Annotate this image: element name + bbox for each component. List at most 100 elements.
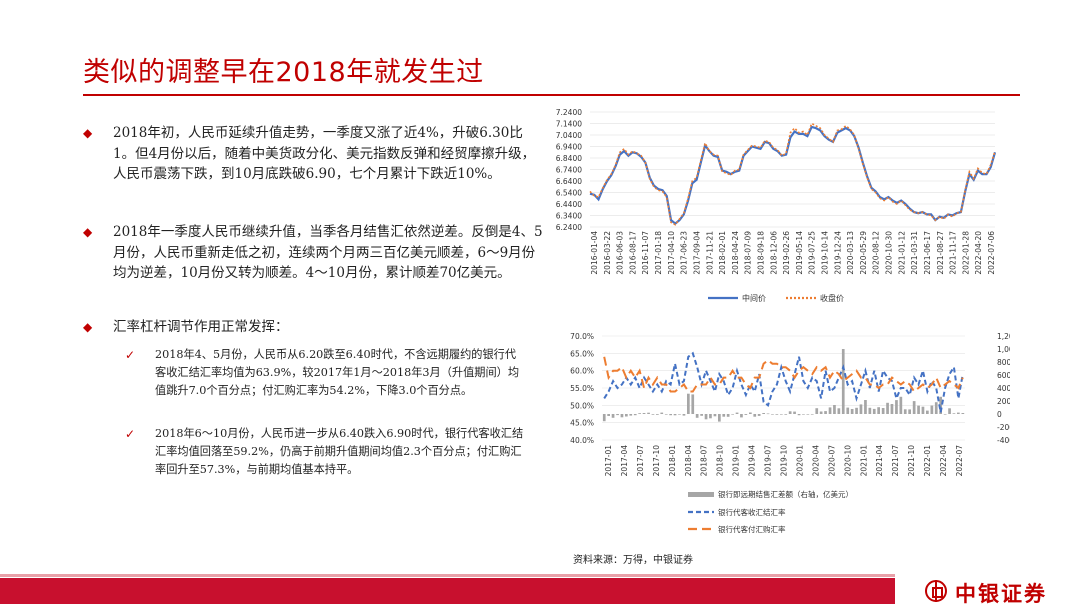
y-tick-label: 7.2400 — [556, 108, 582, 117]
x-tick-label: 2016-06-03 — [616, 231, 625, 275]
bar — [726, 414, 730, 417]
bar — [740, 414, 743, 418]
bar — [806, 414, 810, 415]
bar — [797, 414, 801, 416]
x-tick-label: 2020-08-12 — [872, 231, 881, 275]
x-tick-label: 2017-10 — [652, 445, 661, 477]
y-tick-label: 6.7400 — [556, 166, 582, 175]
bar — [793, 411, 796, 414]
bar — [921, 406, 925, 414]
y-tick-label-right: 600 — [997, 371, 1010, 380]
y-tick-label-left: 55.0% — [570, 384, 594, 393]
x-tick-label: 2016-03-22 — [603, 231, 612, 275]
bar — [673, 414, 677, 416]
bar — [855, 407, 858, 414]
x-tick-label: 2018-04-24 — [731, 231, 740, 275]
bar — [691, 394, 695, 414]
series-line — [589, 125, 997, 226]
bar — [824, 411, 827, 414]
bar — [735, 412, 739, 414]
bar — [633, 414, 637, 416]
bar — [908, 409, 911, 414]
legend-label: 收盘价 — [820, 293, 844, 303]
y-tick-label-right: 800 — [997, 358, 1010, 367]
y-tick-label: 6.8400 — [556, 154, 582, 163]
bar — [846, 407, 850, 414]
bar — [607, 414, 610, 416]
bar — [833, 405, 836, 414]
x-tick-label: 2020-05-29 — [859, 231, 868, 275]
x-tick-label: 2018-09-18 — [756, 231, 765, 275]
bar — [837, 408, 841, 414]
x-tick-label: 2021-06-17 — [923, 231, 932, 275]
bullet-text: 汇率杠杆调节作用正常发挥： — [113, 319, 289, 335]
x-tick-label: 2016-08-17 — [628, 231, 637, 275]
x-tick-label: 2019-10-14 — [821, 231, 830, 275]
y-tick-label-left: 65.0% — [570, 349, 594, 358]
legend-label: 银行代客付汇购汇率 — [718, 524, 786, 534]
bar — [704, 414, 708, 420]
bar — [895, 400, 898, 414]
bar — [828, 407, 832, 414]
footer-stripe — [0, 574, 895, 577]
y-tick-label-right: 1,200 — [997, 332, 1010, 341]
y-tick-label-right: 0 — [997, 410, 1002, 419]
y-tick-label-left: 70.0% — [570, 332, 594, 341]
x-tick-label: 2017-09-04 — [692, 231, 701, 275]
bar — [647, 412, 650, 414]
bar — [722, 414, 726, 417]
x-tick-label: 2022-07 — [955, 445, 964, 477]
diamond-bullet-icon: ◆ — [83, 320, 93, 334]
x-tick-label: 2018-02-01 — [718, 231, 727, 275]
bar — [868, 407, 872, 414]
bar — [638, 413, 641, 414]
y-tick-label: 6.4400 — [556, 200, 582, 209]
x-tick-label: 2019-05-14 — [795, 231, 804, 275]
bar — [780, 414, 783, 415]
x-tick-label: 2022-04-20 — [974, 231, 983, 275]
bar — [917, 405, 920, 414]
y-tick-label-left: 50.0% — [570, 401, 594, 410]
x-tick-label: 2021-10 — [907, 445, 916, 477]
x-tick-label: 2021-03-31 — [910, 231, 919, 275]
x-tick-label: 2019-01 — [732, 445, 741, 477]
x-tick-label: 2022-07-06 — [987, 231, 996, 275]
bar — [709, 414, 712, 419]
y-tick-label-right: 200 — [997, 397, 1010, 406]
y-tick-label-right: -400 — [997, 436, 1010, 445]
bar — [961, 413, 965, 414]
bar — [802, 414, 805, 415]
x-tick-label: 2016-11-07 — [641, 231, 650, 275]
bar — [886, 402, 889, 414]
bar — [948, 408, 951, 414]
y-tick-label-left: 45.0% — [570, 419, 594, 428]
x-tick-label: 2020-07 — [827, 445, 836, 477]
bar — [718, 414, 721, 422]
x-tick-label: 2018-07 — [700, 445, 709, 477]
bar — [939, 396, 942, 414]
x-tick-label: 2020-01 — [795, 445, 804, 477]
bar — [744, 414, 748, 415]
legend-swatch — [688, 492, 714, 497]
bar — [819, 411, 823, 414]
y-tick-label: 6.2400 — [556, 223, 582, 232]
footer-bar — [0, 578, 895, 604]
bar — [620, 414, 624, 418]
x-tick-label: 2017-04 — [620, 445, 629, 477]
bar — [881, 408, 885, 414]
bar — [682, 414, 686, 416]
x-tick-label: 2018-10 — [716, 445, 725, 477]
x-tick-label: 2021-01-12 — [897, 231, 906, 275]
x-tick-label: 2019-10 — [780, 445, 789, 477]
bar — [656, 414, 659, 415]
x-tick-label: 2017-11-21 — [705, 231, 714, 275]
bar — [957, 412, 960, 414]
bar — [651, 414, 655, 415]
bullet-text: 2018年初，人民币延续升值走势，一季度又涨了近4%，升破6.30比1。但4月份… — [113, 125, 536, 182]
legend-label: 中间价 — [742, 293, 766, 303]
y-tick-label: 7.1400 — [556, 120, 582, 129]
x-tick-label: 2018-12-06 — [769, 231, 778, 275]
x-tick-label: 2021-11-17 — [949, 231, 958, 275]
y-tick-label-right: -200 — [997, 423, 1010, 432]
x-tick-label: 2021-01 — [859, 445, 868, 477]
